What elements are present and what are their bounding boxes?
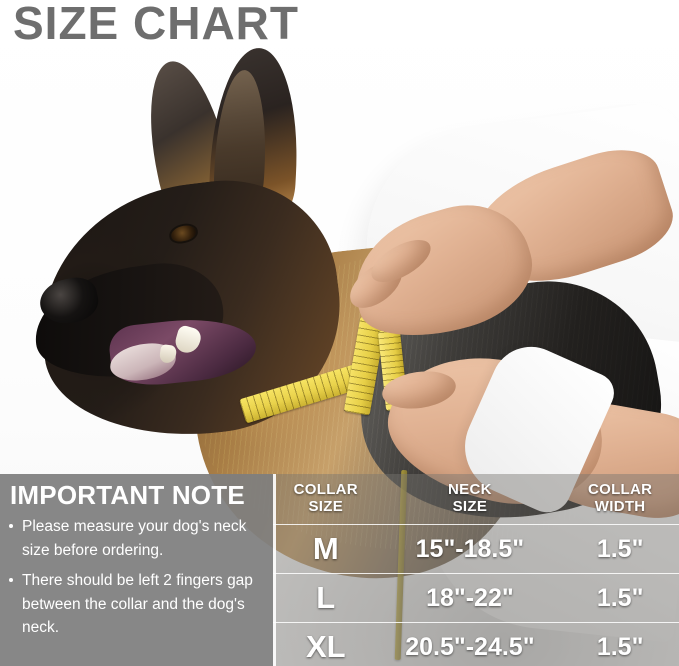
column-header-collar-size: COLLAR SIZE [273,474,379,525]
header-line-1: COLLAR [293,481,358,499]
note-bullet-text: There should be left 2 fingers gap betwe… [22,572,253,637]
list-item: There should be left 2 fingers gap betwe… [8,569,263,640]
cell-collar-size: XL [273,622,379,666]
table-row: M 15"-18.5" 1.5" [273,524,679,574]
list-item: Please measure your dog's neck size befo… [8,515,263,562]
size-table-panel: COLLAR SIZE NECK SIZE COLLAR WIDTH [273,474,679,666]
cell-collar-size: M [273,524,379,574]
table-row: XL 20.5"-24.5" 1.5" [273,622,679,666]
important-note-panel: IMPORTANT NOTE Please measure your dog's… [0,474,273,666]
header-line-2: SIZE [308,498,344,515]
info-overlay: IMPORTANT NOTE Please measure your dog's… [0,474,679,666]
page-title: SIZE CHART [13,0,299,49]
cell-neck-size: 15"-18.5" [378,524,562,574]
size-table-body: M 15"-18.5" 1.5" L 18"-22" 1.5" XL 20.5"… [273,524,679,666]
cell-neck-size: 20.5"-24.5" [378,622,562,666]
column-header-neck-size: NECK SIZE [379,474,562,525]
cell-collar-width: 1.5" [561,622,679,666]
column-header-collar-width: COLLAR WIDTH [561,474,679,525]
bullet-icon [9,578,13,583]
header-line-2: SIZE [452,498,488,515]
cell-collar-width: 1.5" [561,524,679,574]
important-note-list: Please measure your dog's neck size befo… [8,515,263,640]
panel-divider [273,474,276,666]
header-line-2: WIDTH [594,498,646,515]
cell-neck-size: 18"-22" [378,573,562,623]
header-line-1: COLLAR [587,481,653,499]
important-note-heading: IMPORTANT NOTE [10,480,245,510]
cell-collar-size: L [273,573,379,623]
cell-collar-width: 1.5" [561,573,679,623]
bullet-icon [9,524,13,529]
table-row: L 18"-22" 1.5" [273,573,679,623]
size-table: COLLAR SIZE NECK SIZE COLLAR WIDTH [273,474,679,666]
header-line-1: NECK [448,481,492,499]
table-header-row: COLLAR SIZE NECK SIZE COLLAR WIDTH [273,474,679,525]
size-table-head: COLLAR SIZE NECK SIZE COLLAR WIDTH [273,474,679,525]
note-bullet-text: Please measure your dog's neck size befo… [22,518,247,559]
